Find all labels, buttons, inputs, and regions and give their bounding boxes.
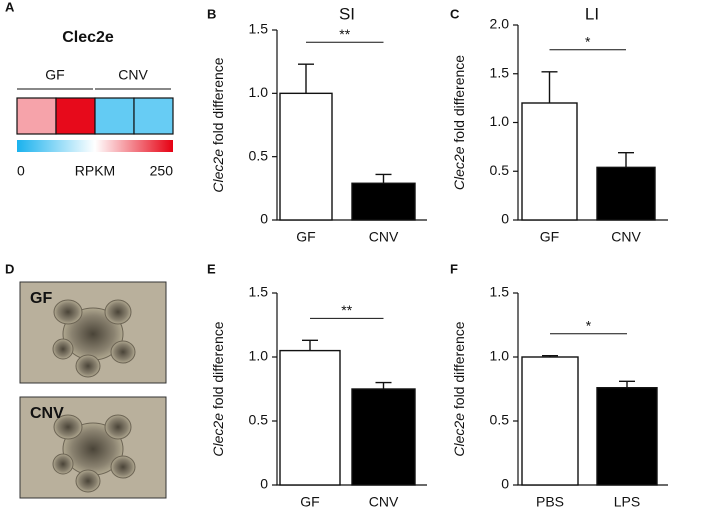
y-tick-label: 1.0 xyxy=(249,84,269,100)
bar xyxy=(521,102,578,221)
panel-label: E xyxy=(207,261,216,276)
error-bar xyxy=(619,380,635,388)
group-label: CNV xyxy=(118,67,148,83)
x-tick-label: GF xyxy=(540,229,559,245)
panel-label: D xyxy=(5,261,14,276)
y-axis-label: Clec2e fold difference xyxy=(210,57,226,192)
heatmap-title: Clec2e xyxy=(62,29,114,46)
y-tick-label: 0 xyxy=(501,211,509,227)
organoid xyxy=(53,414,83,440)
heatmap-cell xyxy=(94,97,135,135)
significance-label: * xyxy=(586,317,592,333)
organoid xyxy=(53,299,83,325)
organoid xyxy=(104,299,132,325)
bar xyxy=(279,349,341,486)
organoid xyxy=(110,340,136,364)
y-axis-label-text: fold difference xyxy=(210,321,226,409)
y-tick-label: 0 xyxy=(260,211,268,227)
heatmap-cell xyxy=(133,97,174,135)
y-axis-label-gene: Clec2e xyxy=(210,149,226,193)
error-bar xyxy=(618,152,634,168)
y-tick-label: 1.5 xyxy=(249,21,269,37)
significance-label: ** xyxy=(339,26,350,42)
y-axis-label-text: fold difference xyxy=(210,57,226,145)
error-bar xyxy=(541,71,558,103)
y-tick-label: 1.0 xyxy=(490,113,510,129)
x-tick-label: CNV xyxy=(369,494,399,510)
x-tick-label: CNV xyxy=(611,229,641,245)
organoid xyxy=(75,354,101,378)
y-tick-label: 0.5 xyxy=(249,147,269,163)
y-axis-label: Clec2e fold difference xyxy=(451,321,467,456)
organoid xyxy=(52,453,74,475)
chart-title: LI xyxy=(585,4,599,23)
organoid xyxy=(75,469,101,493)
panel-label: F xyxy=(450,261,458,276)
bar xyxy=(596,166,656,221)
organoid xyxy=(52,338,74,360)
y-tick-label: 1.5 xyxy=(490,284,510,300)
x-tick-label: GF xyxy=(300,494,319,510)
y-tick-label: 0.5 xyxy=(490,162,510,178)
y-axis-label-text: fold difference xyxy=(451,55,467,143)
organoid xyxy=(110,455,136,479)
image-label: GF xyxy=(30,290,52,307)
error-bar xyxy=(375,381,392,389)
x-tick-label: GF xyxy=(296,229,315,245)
y-tick-label: 0 xyxy=(260,476,268,492)
y-axis-label-gene: Clec2e xyxy=(451,146,467,190)
colorbar-tick-label: 250 xyxy=(150,163,174,179)
error-bar xyxy=(302,339,318,351)
organoid xyxy=(104,414,132,440)
error-bar xyxy=(298,63,314,94)
colorbar xyxy=(17,140,173,152)
heatmap-cell xyxy=(55,97,96,135)
group-label: GF xyxy=(45,67,64,83)
y-axis-label-text: fold difference xyxy=(451,321,467,409)
bar xyxy=(521,356,579,486)
y-axis-label-gene: Clec2e xyxy=(451,413,467,457)
image-label: CNV xyxy=(30,405,64,422)
bar xyxy=(596,387,658,486)
y-axis-label: Clec2e fold difference xyxy=(451,55,467,190)
x-tick-label: CNV xyxy=(369,229,399,245)
significance-label: ** xyxy=(341,302,352,318)
y-axis-label-gene: Clec2e xyxy=(210,413,226,457)
panel-label: A xyxy=(5,0,15,14)
y-tick-label: 0 xyxy=(501,476,509,492)
bar xyxy=(351,388,416,486)
colorbar-tick-label: 0 xyxy=(17,163,25,179)
y-tick-label: 0.5 xyxy=(249,412,269,428)
y-tick-label: 1.5 xyxy=(490,64,510,80)
y-axis-label: Clec2e fold difference xyxy=(210,321,226,456)
chart-title: SI xyxy=(339,4,355,23)
colorbar-label: RPKM xyxy=(75,163,115,179)
y-tick-label: 1.0 xyxy=(249,348,269,364)
significance-label: * xyxy=(585,34,591,50)
bar xyxy=(279,92,333,221)
error-bar xyxy=(375,173,392,184)
x-tick-label: PBS xyxy=(536,494,564,510)
panel-label: B xyxy=(207,6,216,21)
y-tick-label: 1.5 xyxy=(249,284,269,300)
y-tick-label: 2.0 xyxy=(490,16,510,32)
x-tick-label: LPS xyxy=(614,494,640,510)
y-tick-label: 1.0 xyxy=(490,348,510,364)
panel-label: C xyxy=(450,6,460,21)
bar xyxy=(351,182,416,221)
y-tick-label: 0.5 xyxy=(490,412,510,428)
heatmap-cell xyxy=(16,97,57,135)
